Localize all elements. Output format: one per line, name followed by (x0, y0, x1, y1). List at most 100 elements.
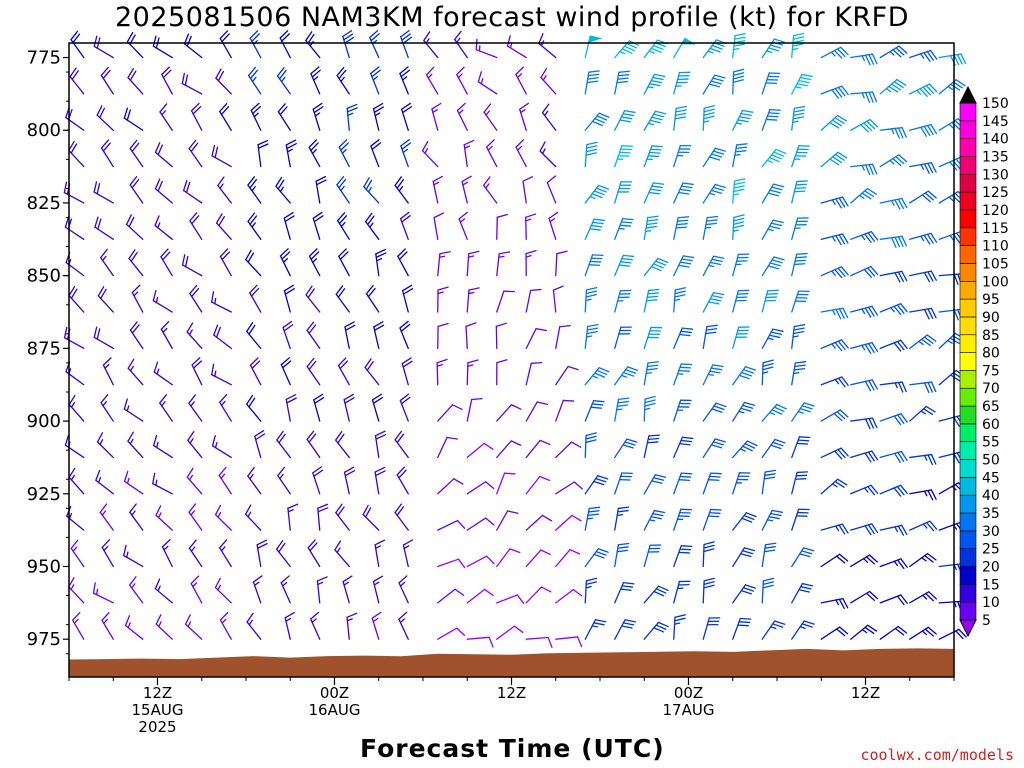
wind-barb (584, 141, 598, 168)
x-tick-label: 12Z (851, 684, 880, 702)
barb-full (861, 192, 872, 200)
wind-barb (218, 539, 232, 568)
barb-full (863, 268, 872, 278)
barb-full (338, 178, 347, 189)
wind-barb (432, 175, 443, 204)
barb-full (714, 183, 726, 189)
barb-full (218, 466, 227, 477)
barb-half (249, 474, 254, 480)
barb-full (955, 79, 966, 87)
barb-full (775, 148, 787, 155)
wind-barb (215, 213, 232, 240)
barb-half (487, 145, 493, 151)
barb-full (617, 400, 629, 404)
barb-full (841, 85, 849, 96)
barb-full (251, 33, 260, 42)
wind-barb (496, 625, 524, 640)
barb-full (311, 69, 321, 78)
wind-barb (215, 68, 232, 95)
barb-half (707, 373, 715, 376)
barb-full (540, 586, 552, 593)
barb-half (188, 474, 194, 481)
barb-full (154, 215, 160, 227)
barb-full (547, 636, 553, 648)
barb-full (953, 273, 959, 285)
barb-full (316, 179, 327, 186)
barb-half (923, 454, 928, 461)
wind-barb (850, 118, 879, 133)
barb-full (864, 190, 875, 198)
barb-full (421, 140, 429, 152)
barb-full (591, 120, 603, 127)
barb-full (436, 358, 448, 364)
barb-half (187, 621, 192, 628)
barb-full (712, 150, 725, 155)
wind-barb (211, 363, 232, 386)
barb-full (471, 397, 483, 401)
wind-barb (702, 183, 726, 204)
barb-half (766, 159, 773, 163)
wind-barb (219, 30, 232, 59)
wind-barb (820, 266, 849, 279)
wind-barb (68, 577, 85, 604)
barb-full (626, 438, 638, 443)
barb-full (835, 235, 842, 246)
wind-barb (496, 213, 508, 240)
barb-full (315, 175, 327, 182)
wind-barb (761, 289, 779, 313)
barb-half (948, 123, 954, 129)
barb-full (310, 611, 320, 620)
barb-full (371, 69, 381, 78)
barb-full (743, 401, 756, 406)
barb-full (278, 433, 286, 444)
wind-barb (437, 251, 451, 277)
barb-half (589, 195, 596, 200)
barb-full (710, 367, 723, 371)
wind-barb (283, 284, 295, 313)
barb-full (342, 30, 353, 38)
barb-full (364, 212, 373, 223)
barb-full (593, 190, 605, 196)
barb-full (249, 215, 258, 225)
barb-full (868, 91, 874, 103)
barb-half (890, 199, 895, 206)
wind-barb (249, 357, 262, 386)
barb-full (871, 305, 879, 316)
barb-full (401, 102, 411, 110)
wind-barb (373, 321, 385, 350)
barb-full (95, 469, 101, 481)
wind-barb (673, 71, 691, 95)
colorbar-segment (959, 423, 977, 443)
barb-full (927, 454, 934, 466)
barb-half (313, 76, 319, 81)
barb-full (516, 594, 525, 604)
barb-full (152, 472, 156, 485)
colorbar-top-arrow (959, 85, 977, 104)
wind-barb (456, 66, 468, 95)
barb-full (337, 433, 345, 444)
barb-full (338, 215, 348, 225)
barb-half (885, 88, 892, 93)
barb-half (586, 517, 594, 520)
barb-full (453, 478, 464, 485)
barb-full (901, 381, 907, 393)
barb-full (255, 433, 266, 441)
wind-barb (909, 123, 938, 137)
barb-half (399, 581, 406, 587)
barb-full (792, 116, 805, 120)
barb-half (585, 335, 593, 338)
barb-full (651, 185, 663, 189)
colorbar-label: 35 (982, 506, 1000, 522)
wind-barb (820, 626, 849, 640)
wind-barb (69, 67, 85, 95)
wind-barb (127, 67, 144, 95)
barb-full (829, 121, 840, 129)
barb-half (433, 181, 440, 186)
barb-full (465, 322, 477, 328)
wind-barb (732, 109, 754, 131)
wind-barb (614, 581, 635, 604)
wind-barb (909, 334, 937, 350)
wind-barb (673, 105, 688, 131)
barb-full (162, 69, 172, 79)
barb-full (648, 151, 661, 154)
